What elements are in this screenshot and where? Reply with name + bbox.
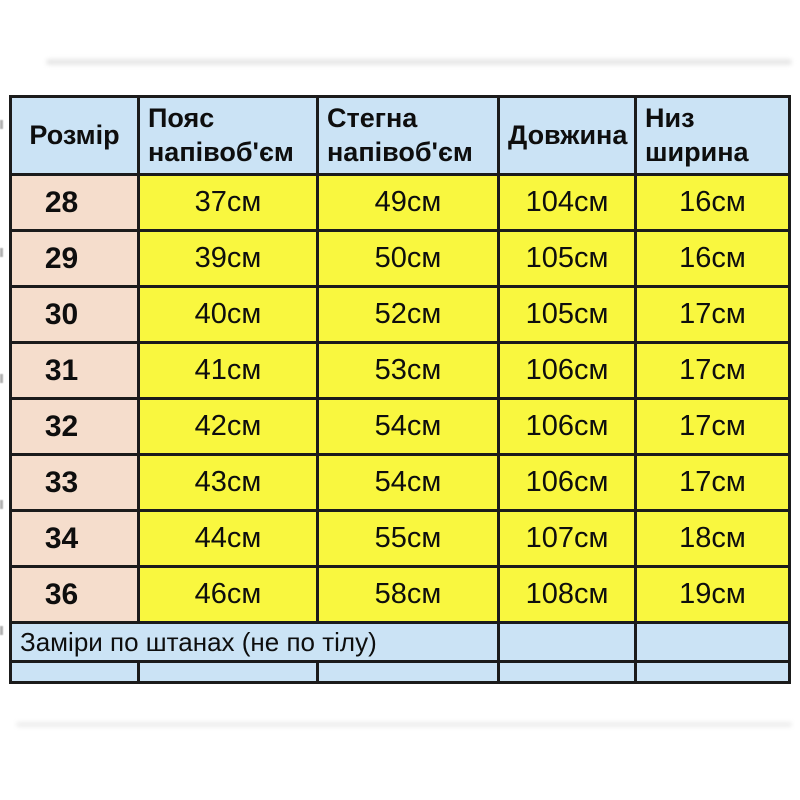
value-cell: 105см bbox=[497, 285, 637, 344]
value-cell: 18см bbox=[634, 509, 791, 568]
table-row: 32 42см 54см 106см 17см bbox=[9, 397, 791, 456]
empty-cell bbox=[137, 660, 319, 684]
table-row: 36 46см 58см 108см 19см bbox=[9, 565, 791, 624]
size-cell: 30 bbox=[9, 285, 140, 344]
size-cell: 34 bbox=[9, 509, 140, 568]
value-cell: 40см bbox=[137, 285, 319, 344]
value-cell: 108см bbox=[497, 565, 637, 624]
value-cell: 44см bbox=[137, 509, 319, 568]
value-cell: 104см bbox=[497, 173, 637, 232]
size-cell: 31 bbox=[9, 341, 140, 400]
size-cell: 33 bbox=[9, 453, 140, 512]
value-cell: 19см bbox=[634, 565, 791, 624]
header-cell-length: Довжина bbox=[497, 95, 637, 176]
empty-cell bbox=[634, 660, 791, 684]
note-row: Заміри по штанах (не по тілу) bbox=[9, 621, 791, 663]
value-cell: 49см bbox=[316, 173, 500, 232]
empty-cell bbox=[9, 660, 140, 684]
size-cell: 29 bbox=[9, 229, 140, 288]
header-row: Розмір Пояс напівоб'єм Стегна напівоб'єм… bbox=[9, 95, 791, 176]
size-cell: 32 bbox=[9, 397, 140, 456]
table-header: Розмір Пояс напівоб'єм Стегна напівоб'єм… bbox=[9, 95, 791, 176]
value-cell: 16см bbox=[634, 229, 791, 288]
measurement-note: Заміри по штанах (не по тілу) bbox=[9, 621, 500, 663]
value-cell: 54см bbox=[316, 397, 500, 456]
page-edge-mark bbox=[0, 248, 3, 257]
size-chart-table: Розмір Пояс напівоб'єм Стегна напівоб'єм… bbox=[9, 95, 791, 684]
scan-artifact-line-bottom bbox=[16, 722, 792, 727]
value-cell: 39см bbox=[137, 229, 319, 288]
table-row: 34 44см 55см 107см 18см bbox=[9, 509, 791, 568]
value-cell: 105см bbox=[497, 229, 637, 288]
value-cell: 58см bbox=[316, 565, 500, 624]
value-cell: 50см bbox=[316, 229, 500, 288]
table-footer: Заміри по штанах (не по тілу) bbox=[9, 621, 791, 684]
value-cell: 52см bbox=[316, 285, 500, 344]
header-cell-size: Розмір bbox=[9, 95, 140, 176]
page-edge-mark bbox=[0, 626, 3, 635]
size-cell: 28 bbox=[9, 173, 140, 232]
size-cell: 36 bbox=[9, 565, 140, 624]
empty-row bbox=[9, 660, 791, 684]
table-row: 29 39см 50см 105см 16см bbox=[9, 229, 791, 288]
page-edge-mark bbox=[0, 120, 3, 129]
value-cell: 43см bbox=[137, 453, 319, 512]
table-row: 30 40см 52см 105см 17см bbox=[9, 285, 791, 344]
value-cell: 54см bbox=[316, 453, 500, 512]
size-table-body: 28 37см 49см 104см 16см 29 39см 50см 105см 16см 30… bbox=[9, 173, 791, 624]
table-row: 31 41см 53см 106см 17см bbox=[9, 341, 791, 400]
value-cell: 106см bbox=[497, 453, 637, 512]
page-edge-mark bbox=[0, 374, 3, 383]
value-cell: 53см bbox=[316, 341, 500, 400]
empty-cell bbox=[497, 660, 637, 684]
value-cell: 106см bbox=[497, 397, 637, 456]
value-cell: 16см bbox=[634, 173, 791, 232]
table-row: 33 43см 54см 106см 17см bbox=[9, 453, 791, 512]
page-edge-mark bbox=[0, 500, 3, 509]
table-row: 28 37см 49см 104см 16см bbox=[9, 173, 791, 232]
value-cell: 41см bbox=[137, 341, 319, 400]
value-cell: 106см bbox=[497, 341, 637, 400]
value-cell: 46см bbox=[137, 565, 319, 624]
header-cell-waist: Пояс напівоб'єм bbox=[137, 95, 319, 176]
header-cell-bottom-width: Низ ширина bbox=[634, 95, 791, 176]
value-cell: 55см bbox=[316, 509, 500, 568]
value-cell: 42см bbox=[137, 397, 319, 456]
empty-cell bbox=[316, 660, 500, 684]
header-cell-hips: Стегна напівоб'єм bbox=[316, 95, 500, 176]
value-cell: 17см bbox=[634, 453, 791, 512]
value-cell: 17см bbox=[634, 285, 791, 344]
value-cell: 107см bbox=[497, 509, 637, 568]
empty-cell bbox=[497, 621, 637, 663]
scan-artifact-line-top bbox=[46, 59, 792, 65]
value-cell: 17см bbox=[634, 341, 791, 400]
value-cell: 37см bbox=[137, 173, 319, 232]
value-cell: 17см bbox=[634, 397, 791, 456]
empty-cell bbox=[634, 621, 791, 663]
